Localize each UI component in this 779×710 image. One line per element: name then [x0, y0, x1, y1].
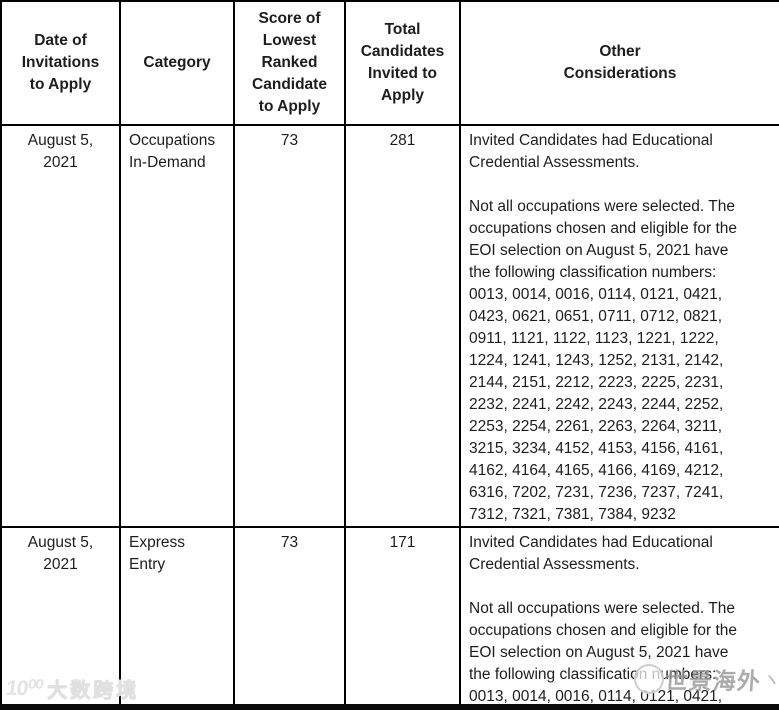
cell-category: Occupations In-Demand: [119, 124, 235, 528]
header-other-considerations: Other Considerations: [459, 0, 779, 126]
header-date-of-invitations: Date of Invitations to Apply: [0, 0, 121, 126]
table-row-express-entry: August 5, 2021 Express Entry 73 171 Invi…: [0, 526, 779, 710]
watermark-shijing-haiwai: 世景海外 丶: [634, 662, 779, 696]
watermark-right-tick: 丶: [759, 668, 779, 695]
shijing-logo-icon: [634, 664, 664, 694]
cell-date: August 5, 2021: [0, 124, 121, 528]
cell-score: 73: [233, 526, 346, 710]
bottom-cutoff-border: [0, 704, 779, 710]
cell-total: 281: [344, 124, 461, 528]
header-total-candidates: Total Candidates Invited to Apply: [344, 0, 461, 126]
dashu-logo-icon: 10⁰⁰: [4, 677, 44, 700]
table-row-occupations-in-demand: August 5, 2021 Occupations In-Demand 73 …: [0, 124, 779, 528]
header-row: Date of Invitations to Apply Category Sc…: [0, 0, 779, 126]
watermark-left-label: 大数跨境: [47, 680, 140, 703]
watermark-right-label: 世景海外: [663, 668, 762, 694]
header-category: Category: [119, 0, 235, 126]
cell-date: August 5, 2021: [0, 526, 121, 710]
cell-score: 73: [233, 124, 346, 528]
header-score-lowest-ranked: Score of Lowest Ranked Candidate to Appl…: [233, 0, 346, 126]
cell-category: Express Entry: [119, 526, 235, 710]
watermark-dashu-kuajing: 10⁰⁰ 大数跨境: [4, 674, 140, 703]
cell-other-considerations: Invited Candidates had Educational Crede…: [459, 526, 779, 710]
cell-total: 171: [344, 526, 461, 710]
cell-other-considerations: Invited Candidates had Educational Crede…: [459, 124, 779, 528]
